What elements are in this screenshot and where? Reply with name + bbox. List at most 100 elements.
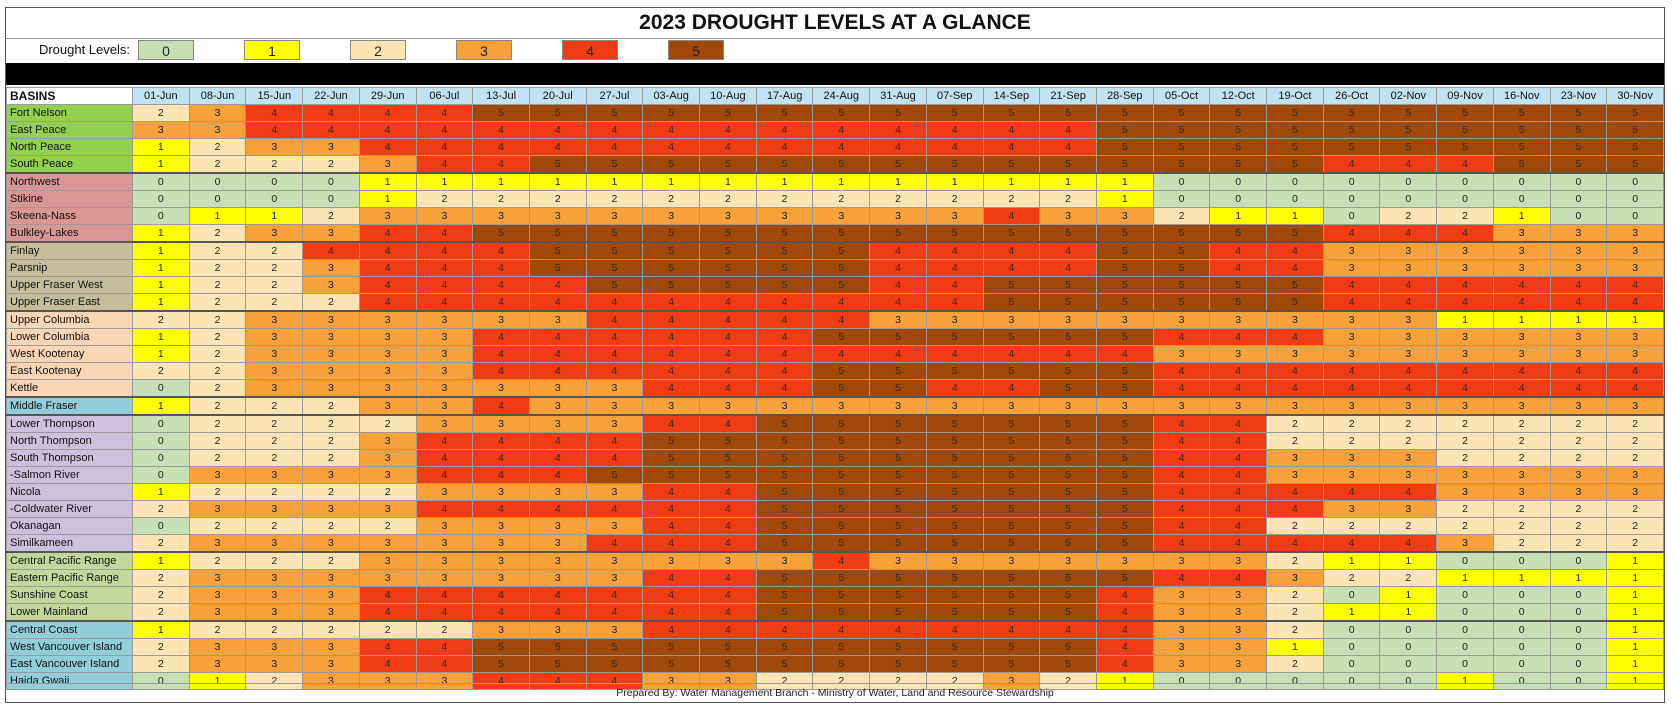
level-cell: 5 (1492, 155, 1551, 174)
level-cell: 5 (925, 466, 984, 484)
level-cell: 5 (528, 655, 587, 673)
basin-name: East Vancouver Island (6, 655, 133, 673)
level-cell: 3 (1322, 500, 1381, 518)
level-cell: 3 (358, 569, 417, 587)
level-cell: 4 (528, 362, 587, 380)
level-cell: 5 (812, 104, 871, 122)
level-cell: 2 (245, 551, 304, 570)
level-cell: 3 (1379, 310, 1438, 329)
level-cell: 3 (302, 586, 360, 604)
level-cell: 5 (1039, 293, 1097, 312)
level-cell: 4 (755, 345, 814, 363)
level-cell: 4 (642, 293, 701, 312)
level-cell: 4 (1152, 414, 1211, 433)
level-cell: 4 (982, 207, 1041, 225)
level-cell: 4 (869, 345, 927, 363)
level-cell: 3 (415, 672, 474, 690)
level-cell: 2 (132, 534, 190, 553)
level-cell: 5 (869, 104, 927, 122)
level-cell: 4 (1209, 569, 1268, 587)
level-cell: 5 (528, 104, 587, 122)
level-cell: 2 (302, 396, 360, 416)
level-cell: 5 (982, 517, 1041, 535)
level-cell: 3 (1209, 396, 1268, 416)
level-cell: 4 (585, 328, 644, 346)
level-cell: 3 (1209, 655, 1268, 673)
level-cell: 1 (132, 396, 190, 416)
legend-level-2: 2 (350, 40, 406, 60)
level-cell: 5 (1039, 362, 1097, 380)
level-cell: 2 (132, 603, 190, 622)
level-cell: 0 (1492, 638, 1551, 656)
table-row: Stikine 0 0 0 0 1 2 2 2 2 2 2 2 2 2 2 2 2 1 0 0 0 0 0 0 0 0 0 (6, 190, 1664, 208)
level-cell: 4 (1436, 362, 1494, 380)
level-cell: 3 (358, 432, 417, 450)
level-cell: 4 (472, 449, 530, 467)
level-cell: 3 (1095, 207, 1154, 225)
level-cell: 2 (1549, 432, 1608, 450)
level-cell: 2 (1379, 414, 1438, 433)
level-cell: 5 (812, 603, 871, 622)
table-row: South Thompson 0 2 2 2 3 4 4 4 4 5 5 5 5 5 5 5 5 5 4 4 3 3 3 2 2 2… (6, 449, 1664, 467)
level-cell: 4 (642, 310, 701, 329)
level-cell: 5 (528, 155, 587, 174)
level-cell: 4 (699, 586, 757, 604)
level-cell: 3 (302, 466, 360, 484)
level-cell: 4 (415, 293, 474, 312)
level-cell: 3 (358, 328, 417, 346)
level-cell: 4 (642, 328, 701, 346)
level-cell: 3 (472, 534, 530, 553)
level-cell: 4 (1209, 379, 1268, 398)
level-cell: 0 (1549, 586, 1608, 604)
level-cell: 5 (812, 500, 871, 518)
level-cell: 3 (1152, 586, 1211, 604)
level-cell: 5 (755, 241, 814, 260)
level-cell: 2 (302, 449, 360, 467)
level-cell: 3 (528, 379, 587, 398)
level-cell: 5 (982, 432, 1041, 450)
level-cell: 2 (188, 276, 247, 294)
level-cell: 0 (1549, 207, 1608, 225)
level-cell: 3 (302, 638, 360, 656)
level-cell: 4 (1322, 155, 1381, 174)
level-cell: 3 (472, 517, 530, 535)
level-cell: 1 (642, 172, 701, 191)
level-cell: 2 (1549, 414, 1608, 433)
level-cell: 3 (302, 328, 360, 346)
level-cell: 0 (1492, 603, 1551, 622)
level-cell: 0 (1549, 672, 1608, 690)
level-cell: 0 (1436, 620, 1494, 639)
level-cell: 1 (1606, 586, 1664, 604)
level-cell: 0 (1379, 190, 1438, 208)
level-cell: 3 (585, 483, 644, 501)
level-cell: 1 (1266, 207, 1324, 225)
footer-credit: Prepared By: Water Management Branch - M… (6, 683, 1664, 702)
level-cell: 2 (302, 551, 360, 570)
level-cell: 3 (1379, 449, 1438, 467)
level-cell: 5 (1492, 138, 1551, 156)
level-cell: 4 (1209, 328, 1268, 346)
level-cell: 3 (1266, 310, 1324, 329)
level-cell: 5 (1039, 449, 1097, 467)
level-cell: 5 (1209, 276, 1268, 294)
level-cell: 5 (528, 224, 587, 243)
level-cell: 3 (528, 569, 587, 587)
level-cell: 5 (1152, 121, 1211, 139)
level-cell: 3 (1492, 328, 1551, 346)
level-cell: 5 (699, 259, 757, 277)
level-cell: 3 (1492, 345, 1551, 363)
level-cell: 5 (812, 655, 871, 673)
level-cell: 2 (1266, 517, 1324, 535)
level-cell: 5 (925, 517, 984, 535)
column-header: 20-Jul (528, 87, 587, 105)
level-cell: 3 (188, 466, 247, 484)
level-cell: 4 (1436, 379, 1494, 398)
level-cell: 1 (132, 551, 190, 570)
level-cell: 0 (1436, 172, 1494, 191)
level-cell: 4 (472, 603, 530, 622)
column-header: 21-Sep (1039, 87, 1097, 105)
level-cell: 2 (1492, 449, 1551, 467)
level-cell: 3 (642, 207, 701, 225)
basin-name: Lower Mainland (6, 603, 133, 622)
column-header: 02-Nov (1379, 87, 1438, 105)
